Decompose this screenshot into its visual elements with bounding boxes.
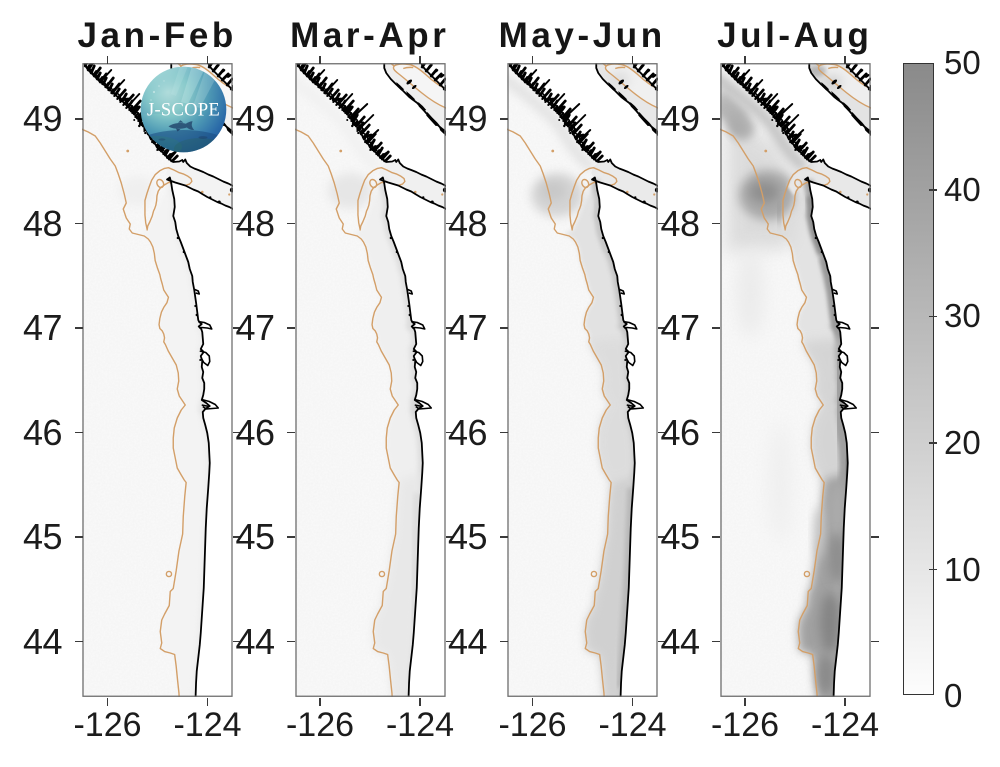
svg-text:J-SCOPE: J-SCOPE	[147, 101, 220, 121]
